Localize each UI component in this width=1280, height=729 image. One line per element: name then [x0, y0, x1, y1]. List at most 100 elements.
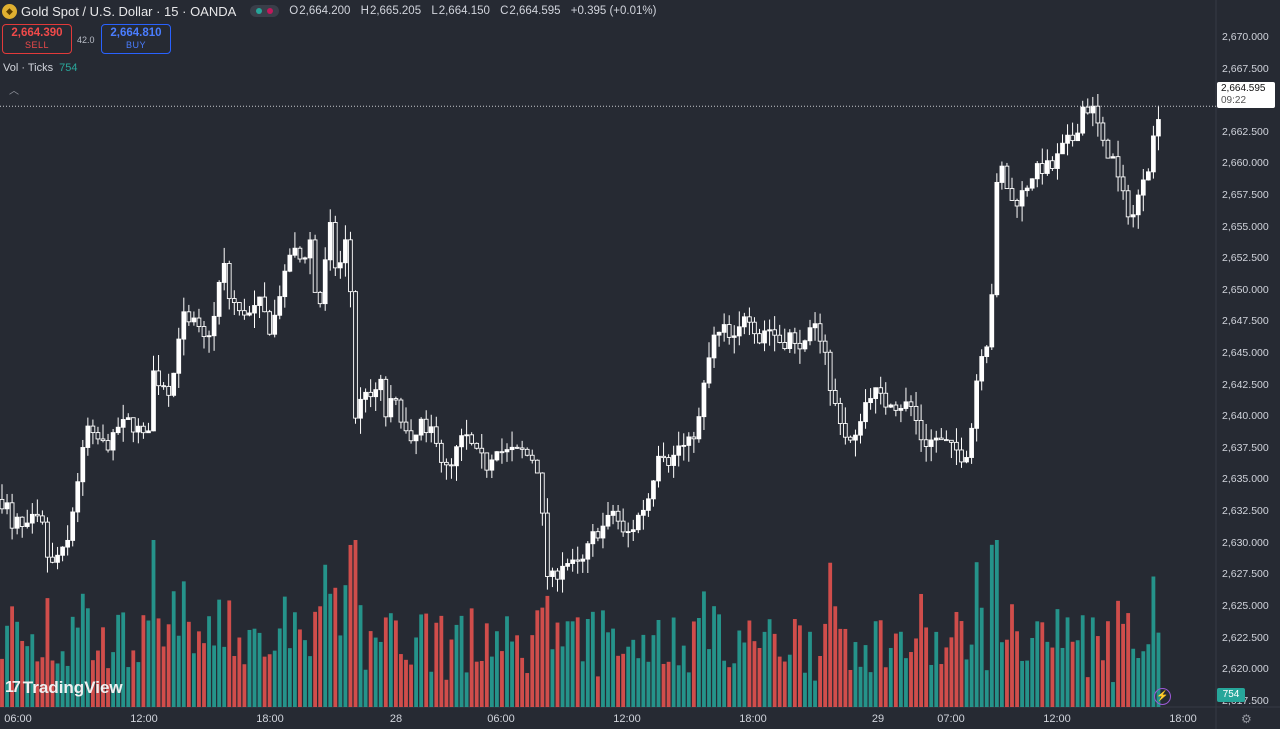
symbol-title[interactable]: Gold Spot / U.S. Dollar · 15 · OANDA: [21, 3, 237, 19]
volume-bar: [277, 628, 282, 707]
volume-bar: [959, 621, 964, 707]
price-tick-label: 2,655.000: [1222, 220, 1269, 233]
time-tick-label: 06:00: [4, 713, 32, 725]
volume-bar: [444, 679, 449, 707]
volume-bar: [702, 591, 706, 707]
candle-body: [1110, 156, 1116, 159]
volume-bar: [712, 606, 716, 707]
candle-body: [459, 435, 464, 448]
candle-body: [1024, 187, 1030, 192]
volume-legend[interactable]: Vol · Ticks 754: [3, 62, 78, 74]
candle-body: [550, 570, 555, 577]
candle-body: [964, 457, 969, 463]
volume-bar: [272, 650, 277, 707]
candle-body: [529, 454, 535, 461]
gear-icon[interactable]: ⚙: [1241, 712, 1252, 726]
candle-body: [24, 522, 30, 527]
volume-bar: [267, 654, 272, 707]
price-tick-label: 2,657.500: [1222, 189, 1269, 201]
candle-body: [135, 425, 141, 433]
volume-bar: [515, 635, 519, 707]
volume-bar: [1131, 648, 1136, 707]
candle-body: [1050, 160, 1055, 169]
candle-body: [853, 434, 858, 441]
time-tick-label: 12:00: [613, 713, 641, 725]
candle-body: [1151, 135, 1156, 173]
volume-bar: [616, 655, 620, 707]
candle-body: [1095, 105, 1101, 124]
volume-bar: [484, 623, 489, 707]
volume-bar: [156, 618, 161, 707]
price-tick-label: 2,662.500: [1222, 125, 1269, 138]
volume-bar: [70, 616, 75, 707]
time-tick-label: 07:00: [937, 713, 965, 725]
volume-bar: [20, 640, 25, 707]
volume-bar: [166, 624, 171, 707]
sell-button[interactable]: 2,664.390 SELL: [2, 24, 72, 54]
candle-body: [211, 315, 217, 337]
volume-bar: [813, 680, 817, 707]
volume-bar: [510, 641, 514, 707]
volume-bar: [343, 585, 348, 707]
candle-body: [797, 342, 803, 350]
volume-bar: [1141, 651, 1146, 707]
candle-body: [656, 455, 661, 482]
chevron-up-icon[interactable]: ︿: [9, 86, 19, 97]
volume-bar: [298, 629, 302, 707]
volume-bar: [414, 637, 418, 707]
volume-bar: [141, 615, 146, 707]
volume-bar: [186, 621, 191, 707]
candle-body: [590, 531, 596, 545]
candle-body: [742, 316, 747, 328]
volume-bar: [596, 676, 600, 707]
volume-bar: [954, 611, 959, 707]
candle-body: [721, 324, 727, 333]
spread-value: 42.0: [77, 35, 95, 45]
candle-body: [903, 401, 909, 409]
volume-bar: [1030, 637, 1035, 707]
gold-coin-icon: ◆: [2, 3, 17, 19]
candle-body: [171, 372, 177, 396]
candle-body: [519, 447, 525, 450]
volume-bar: [1055, 609, 1060, 707]
volume-bar: [55, 663, 60, 707]
candle-body: [378, 378, 384, 391]
volume-bar: [914, 638, 918, 707]
tradingview-logo[interactable]: 17 TradingView: [5, 678, 123, 697]
volume-badge: 754: [1217, 688, 1245, 702]
candle-body: [85, 425, 91, 448]
volume-bar: [378, 641, 383, 707]
volume-bar: [818, 656, 822, 707]
candle-body: [226, 262, 232, 300]
volume-bar: [146, 620, 151, 707]
candle-body: [858, 421, 863, 436]
market-status-toggle[interactable]: [250, 5, 280, 17]
status-closed-icon: [267, 8, 274, 14]
buy-button[interactable]: 2,664.810 BUY: [101, 24, 171, 54]
price-tick-label: 2,650.000: [1222, 283, 1269, 296]
volume-bar: [909, 652, 913, 707]
time-tick-label: 18:00: [739, 713, 767, 725]
volume-bar: [707, 649, 711, 707]
volume-bar: [394, 620, 398, 707]
volume-bar: [217, 599, 222, 707]
volume-bar: [883, 667, 888, 707]
volume-bar: [1045, 641, 1050, 707]
candle-body: [1065, 134, 1070, 144]
candle-body: [565, 563, 570, 567]
candle-body: [4, 502, 10, 510]
candle-body: [989, 294, 995, 348]
volume-bar: [303, 640, 307, 707]
lightning-icon[interactable]: ⚡: [1154, 688, 1171, 705]
candle-body: [1029, 178, 1035, 189]
volume-bar: [550, 649, 555, 707]
volume-bar: [1000, 642, 1004, 707]
volume-bar: [459, 615, 464, 707]
volume-bar: [222, 646, 227, 707]
candle-body: [338, 262, 343, 269]
volume-bar: [934, 631, 939, 707]
candle-body: [65, 539, 70, 548]
candle-body: [368, 391, 373, 398]
volume-bar: [368, 631, 373, 707]
